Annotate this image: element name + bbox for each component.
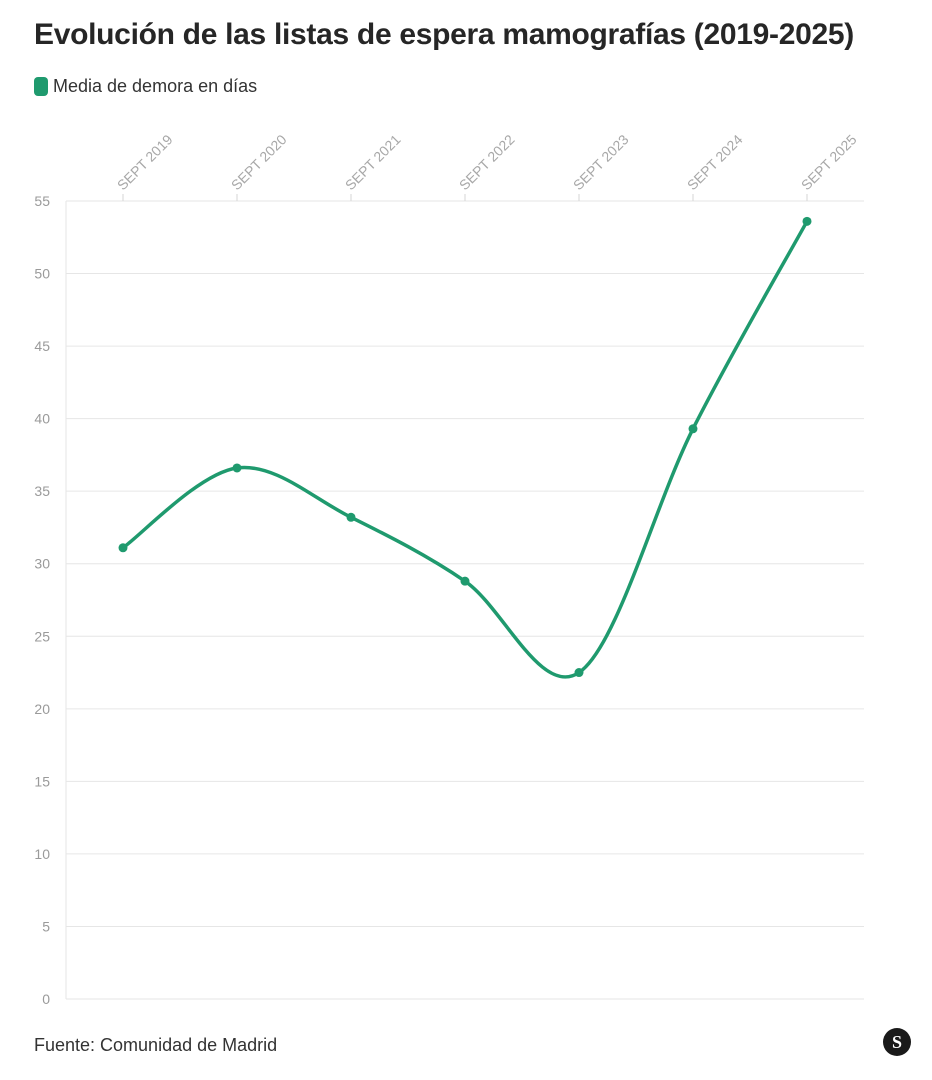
chart-title: Evolución de las listas de espera mamogr… <box>34 18 854 51</box>
y-tick-label: 45 <box>34 338 50 354</box>
x-tick-label: SEPT 2019 <box>114 131 176 193</box>
series-line <box>121 219 809 679</box>
x-tick-label: SEPT 2020 <box>228 131 290 193</box>
legend-label: Media de demora en días <box>53 76 258 96</box>
data-point <box>232 463 242 473</box>
source-note: Fuente: Comunidad de Madrid <box>34 1035 278 1055</box>
y-tick-label: 5 <box>42 918 50 934</box>
y-tick-label: 50 <box>34 266 50 282</box>
y-tick-label: 55 <box>34 193 50 209</box>
legend: Media de demora en días <box>34 76 257 97</box>
legend-swatch <box>34 77 48 96</box>
data-point <box>460 576 470 586</box>
x-tick-label: SEPT 2022 <box>456 131 518 193</box>
y-tick-label: 15 <box>34 773 50 789</box>
y-tick-label: 40 <box>34 411 50 427</box>
x-tick-label: SEPT 2024 <box>684 131 746 193</box>
data-point <box>118 543 128 553</box>
y-tick-label: 30 <box>34 556 50 572</box>
y-tick-label: 25 <box>34 628 50 644</box>
x-tick-label: SEPT 2025 <box>798 131 860 193</box>
y-tick-label: 35 <box>34 483 50 499</box>
data-point <box>346 512 356 522</box>
y-tick-label: 10 <box>34 846 50 862</box>
data-point <box>688 424 698 434</box>
y-tick-label: 0 <box>42 991 50 1007</box>
brand-logo: S <box>883 1028 911 1056</box>
x-tick-label: SEPT 2023 <box>570 131 632 193</box>
data-point <box>574 668 584 678</box>
x-tick-label: SEPT 2021 <box>342 131 404 193</box>
y-tick-label: 20 <box>34 701 50 717</box>
data-point <box>802 216 812 226</box>
